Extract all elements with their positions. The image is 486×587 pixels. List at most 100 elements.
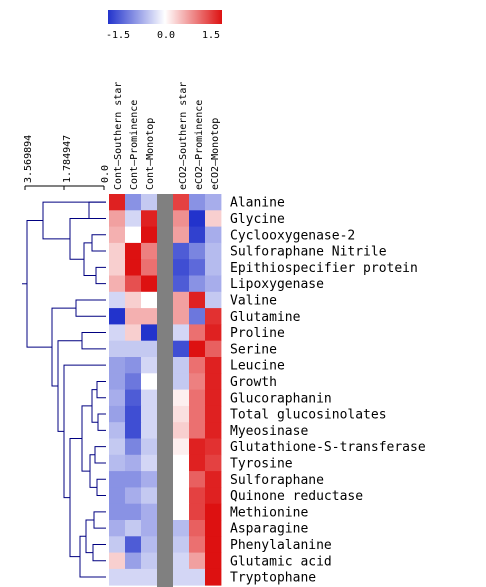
heatmap-cell — [125, 422, 142, 439]
heatmap-cell — [205, 471, 222, 488]
heatmap-cell — [205, 242, 222, 260]
heatmap-cell — [189, 405, 206, 423]
row-label: Total glucosinolates — [230, 408, 387, 423]
dendrogram-branch — [81, 332, 106, 350]
heatmap-cell — [109, 471, 126, 488]
row-label: Valine — [230, 293, 277, 308]
heatmap-cell — [141, 536, 158, 553]
heatmap-cell — [205, 373, 222, 390]
row-label: Epithiospecifier protein — [230, 261, 418, 276]
heatmap-cell — [173, 520, 190, 537]
dendrogram-branch — [42, 201, 106, 240]
heatmap-cell — [109, 308, 126, 325]
dendrogram-branch — [93, 511, 106, 529]
heatmap-cell — [125, 568, 142, 586]
heatmap-cell — [141, 389, 158, 407]
heatmap-cells — [109, 194, 222, 586]
heatmap-cell — [141, 291, 158, 309]
heatmap-cell — [125, 340, 142, 358]
row-label: Methionine — [230, 505, 308, 520]
heatmap-cell — [109, 552, 126, 570]
heatmap-cell — [205, 422, 222, 439]
heatmap-cell — [189, 503, 206, 521]
row-label: Sulforaphane — [230, 473, 324, 488]
heatmap-cell — [173, 552, 190, 570]
heatmap-cell — [141, 422, 158, 439]
heatmap-cell — [205, 454, 222, 472]
heatmap-cell — [205, 389, 222, 407]
heatmap-cell — [125, 357, 142, 374]
heatmap-cell — [109, 438, 126, 456]
heatmap-cell — [189, 275, 206, 293]
heatmap-cell — [189, 520, 206, 537]
heatmap-cell — [205, 568, 222, 586]
row-label: Glycine — [230, 212, 285, 227]
colorbar-tick-low: -1.5 — [106, 30, 130, 41]
heatmap-cell — [205, 536, 222, 553]
heatmap-cell — [125, 259, 142, 276]
heatmap-cell — [205, 552, 222, 570]
heatmap-cell — [173, 438, 190, 456]
heatmap-cell — [205, 340, 222, 358]
heatmap-cell — [205, 210, 222, 227]
heatmap-cell — [189, 454, 206, 472]
heatmap-cell — [109, 405, 126, 423]
heatmap-cell — [125, 275, 142, 293]
column-separator — [157, 194, 173, 587]
heatmap-cell — [189, 210, 206, 227]
heatmap-cell — [141, 552, 158, 570]
row-label: Asparagine — [230, 522, 308, 537]
heatmap-cell — [189, 389, 206, 407]
dendrogram-branch — [96, 380, 106, 399]
dendrogram-branch — [57, 340, 82, 432]
heatmap-cell — [141, 210, 158, 227]
dendrogram-branch — [95, 266, 106, 285]
row-label: Glutamine — [230, 310, 301, 325]
dendrogram-branch — [89, 454, 97, 488]
heatmap-cell — [189, 438, 206, 456]
dendrogram-branch — [94, 446, 106, 464]
heatmap-cell — [189, 373, 206, 390]
heatmap-cell — [109, 520, 126, 537]
heatmap-cell — [141, 373, 158, 390]
colorbar-tick-mid: 0.0 — [157, 30, 175, 41]
row-label: Proline — [230, 326, 285, 341]
heatmap-cell — [173, 324, 190, 342]
heatmap-cell — [125, 405, 142, 423]
heatmap-cell — [141, 357, 158, 374]
heatmap-cell — [109, 454, 126, 472]
row-dendrogram — [22, 201, 106, 578]
heatmap-cell — [125, 210, 142, 227]
row-label: Myeosinase — [230, 424, 308, 439]
column-label: Cont–Prominence — [129, 100, 140, 190]
heatmap-cell — [173, 194, 190, 211]
dendrogram-branch — [97, 413, 106, 431]
heatmap-cell — [205, 275, 222, 293]
heatmap-cell — [205, 520, 222, 537]
heatmap-cell — [109, 226, 126, 244]
heatmap-cell — [109, 422, 126, 439]
heatmap-cell — [173, 454, 190, 472]
heatmap-cell — [125, 194, 142, 211]
heatmap-cell — [109, 340, 126, 358]
dendrogram-branch — [92, 543, 106, 562]
heatmap-cell — [109, 242, 126, 260]
heatmap-cell — [125, 324, 142, 342]
row-label: Alanine — [230, 196, 285, 211]
dendrogram-tick-label: 0.0 — [100, 165, 111, 183]
heatmap-cell — [173, 275, 190, 293]
heatmap-cell — [173, 340, 190, 358]
heatmap-cell — [173, 422, 190, 439]
colorbar — [108, 10, 222, 24]
heatmap-cell — [109, 373, 126, 390]
dendrogram-branch — [69, 217, 106, 260]
heatmap-cell — [109, 487, 126, 505]
row-label: Glutamic acid — [230, 554, 332, 569]
heatmap-cell — [189, 552, 206, 570]
column-label: eCO2–Monotop — [210, 118, 221, 190]
dendrogram-branch — [26, 219, 52, 348]
heatmap-cell — [189, 291, 206, 309]
heatmap-cell — [205, 291, 222, 309]
